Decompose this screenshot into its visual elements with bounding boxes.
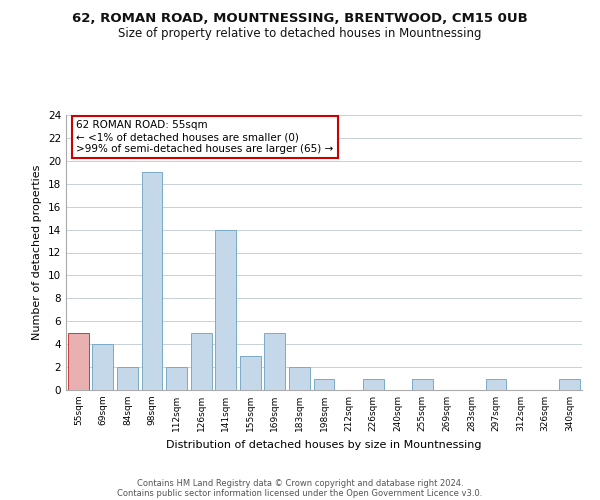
- Bar: [289, 367, 310, 390]
- Bar: [362, 378, 383, 390]
- Bar: [92, 344, 113, 390]
- Bar: [142, 172, 163, 390]
- Bar: [117, 367, 138, 390]
- Bar: [485, 378, 506, 390]
- X-axis label: Distribution of detached houses by size in Mountnessing: Distribution of detached houses by size …: [166, 440, 482, 450]
- Text: Size of property relative to detached houses in Mountnessing: Size of property relative to detached ho…: [118, 28, 482, 40]
- Bar: [191, 332, 212, 390]
- Bar: [265, 332, 286, 390]
- Bar: [559, 378, 580, 390]
- Text: Contains HM Land Registry data © Crown copyright and database right 2024.: Contains HM Land Registry data © Crown c…: [137, 478, 463, 488]
- Bar: [412, 378, 433, 390]
- Text: 62, ROMAN ROAD, MOUNTNESSING, BRENTWOOD, CM15 0UB: 62, ROMAN ROAD, MOUNTNESSING, BRENTWOOD,…: [72, 12, 528, 26]
- Text: Contains public sector information licensed under the Open Government Licence v3: Contains public sector information licen…: [118, 488, 482, 498]
- Bar: [240, 356, 261, 390]
- Bar: [166, 367, 187, 390]
- Text: 62 ROMAN ROAD: 55sqm
← <1% of detached houses are smaller (0)
>99% of semi-detac: 62 ROMAN ROAD: 55sqm ← <1% of detached h…: [76, 120, 334, 154]
- Bar: [215, 230, 236, 390]
- Bar: [314, 378, 334, 390]
- Y-axis label: Number of detached properties: Number of detached properties: [32, 165, 43, 340]
- Bar: [68, 332, 89, 390]
